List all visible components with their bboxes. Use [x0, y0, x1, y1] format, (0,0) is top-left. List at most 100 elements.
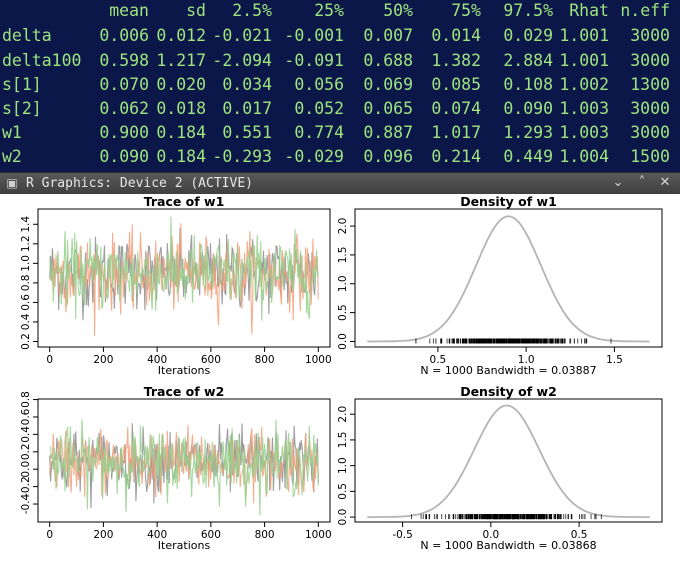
x-tick-label: 0.5	[571, 529, 588, 541]
parameter-name: w1	[2, 123, 22, 142]
y-tick-label: 1.0	[337, 457, 349, 474]
rug-marks	[411, 514, 602, 520]
y-tick-label: -0.2	[20, 476, 32, 497]
summary-value: -2.094	[212, 51, 272, 70]
column-header: 50%	[383, 1, 413, 20]
y-tick-label: 0.5	[337, 483, 349, 500]
summary-value: 0.070	[99, 75, 149, 94]
summary-value: 0.014	[431, 26, 481, 45]
trace-series-line	[49, 424, 319, 504]
summary-value: 0.090	[99, 147, 149, 166]
x-tick-label: 1000	[305, 529, 332, 541]
x-axis-label: Iterations	[158, 539, 211, 552]
summary-value: 3000	[630, 99, 670, 118]
y-tick-label: 0.4	[20, 313, 32, 330]
summary-value: 1.293	[503, 123, 553, 142]
summary-value: 0.062	[99, 99, 149, 118]
summary-value: 0.017	[222, 99, 272, 118]
summary-value: 0.096	[363, 147, 413, 166]
column-header: 25%	[314, 1, 344, 20]
summary-value: 0.108	[503, 75, 553, 94]
summary-value: 0.007	[363, 26, 413, 45]
parameter-name: w2	[2, 147, 22, 166]
summary-value: 1.217	[156, 51, 206, 70]
summary-value: 0.551	[222, 123, 272, 142]
summary-row: w1 0.900 0.184 0.551 0.774 0.887 1.017 1.293 1.0…	[0, 122, 680, 144]
plot-title: Trace of w1	[144, 194, 225, 209]
density-curve	[367, 404, 650, 519]
density-caption: N = 1000 Bandwidth = 0.03868	[420, 539, 596, 552]
summary-value: 0.085	[431, 75, 481, 94]
summary-value: 0.018	[156, 99, 206, 118]
x-tick-label: 0	[46, 529, 53, 541]
maximize-button[interactable]: ˄	[638, 175, 646, 190]
summary-value: 0.774	[294, 123, 344, 142]
summary-value: 1.003	[559, 123, 609, 142]
summary-value: 3000	[630, 51, 670, 70]
summary-value: 1.003	[559, 99, 609, 118]
y-tick-label: 0.2	[20, 333, 32, 350]
y-tick-label: 1.0	[337, 275, 349, 292]
trace-series-line	[49, 419, 319, 516]
y-tick-label: 0.4	[20, 426, 32, 443]
x-tick-label: 1.5	[606, 354, 623, 366]
summary-value: 0.034	[222, 75, 272, 94]
x-tick-label: 400	[147, 354, 167, 366]
summary-value: -0.021	[212, 26, 272, 45]
column-header: sd	[186, 1, 206, 20]
x-tick-label: 800	[255, 529, 275, 541]
plot-frame	[37, 208, 331, 348]
plot-title: Density of w2	[460, 384, 557, 399]
plot-frame	[37, 398, 331, 523]
r-console-output: mean sd 2.5% 25% 50% 75% 97.5% Rhat n.eff delta 0…	[0, 0, 680, 172]
column-header: 75%	[451, 1, 481, 20]
y-tick-label: 0.0	[20, 461, 32, 478]
y-tick-label: 0.6	[20, 294, 32, 311]
y-tick-label: 1.2	[20, 235, 32, 252]
window-titlebar[interactable]: ▣ R Graphics: Device 2 (ACTIVE) ⌄ ˄ ✕	[0, 172, 680, 194]
y-tick-label: 1.0	[20, 255, 32, 272]
y-tick-label: 2.0	[337, 218, 349, 235]
summary-value: 0.090	[503, 99, 553, 118]
x-axis-label: Iterations	[158, 364, 211, 377]
summary-value: 0.688	[363, 51, 413, 70]
summary-value: 1.004	[559, 147, 609, 166]
y-tick-label: -0.4	[20, 493, 32, 514]
plot-title: Trace of w2	[144, 384, 225, 399]
summary-value: -0.001	[284, 26, 344, 45]
y-tick-label: 0.6	[20, 408, 32, 425]
summary-header-row: mean sd 2.5% 25% 50% 75% 97.5% Rhat n.eff	[0, 0, 680, 22]
summary-value: 0.900	[99, 123, 149, 142]
x-tick-label: 400	[147, 529, 167, 541]
parameter-name: delta	[2, 26, 52, 45]
trace-plot	[33, 208, 331, 352]
window-title: R Graphics: Device 2 (ACTIVE)	[26, 176, 253, 191]
summary-value: 0.052	[294, 99, 344, 118]
summary-value: 1.001	[559, 26, 609, 45]
close-button[interactable]: ✕	[659, 175, 671, 190]
x-tick-label: 0.0	[482, 529, 499, 541]
y-tick-label: 2.0	[337, 406, 349, 423]
x-tick-label: 1.0	[518, 354, 535, 366]
parameter-name: s[2]	[2, 99, 42, 118]
rug-marks	[415, 338, 612, 344]
parameter-name: delta100	[2, 51, 82, 70]
parameter-name: s[1]	[2, 75, 42, 94]
density-plot	[350, 398, 663, 527]
summary-value: 0.056	[294, 75, 344, 94]
summary-value: 0.006	[99, 26, 149, 45]
minimize-button[interactable]: ⌄	[612, 175, 624, 190]
y-tick-label: 0.2	[20, 443, 32, 460]
summary-value: 3000	[630, 123, 670, 142]
summary-value: 2.884	[503, 51, 553, 70]
y-tick-label: 0.0	[337, 509, 349, 526]
summary-value: 0.074	[431, 99, 481, 118]
trace-series-line	[49, 216, 319, 321]
trace-plot	[33, 398, 331, 527]
summary-row: s[1] 0.070 0.020 0.034 0.056 0.069 0.085 0.108 1…	[0, 74, 680, 96]
summary-value: -0.091	[284, 51, 344, 70]
y-tick-label: 0.5	[337, 304, 349, 321]
r-app-icon: ▣	[6, 176, 18, 190]
x-tick-label: 800	[255, 354, 275, 366]
summary-value: 0.887	[363, 123, 413, 142]
